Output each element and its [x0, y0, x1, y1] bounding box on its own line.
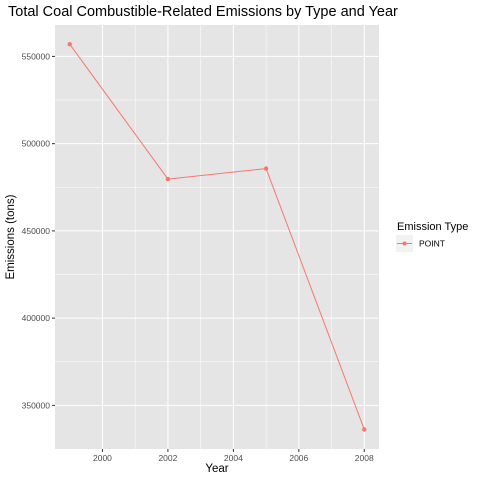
x-tick-label: 2002 — [158, 453, 177, 463]
x-tick-label: 2000 — [93, 453, 112, 463]
y-tick-label: 500000 — [22, 139, 51, 149]
y-axis-title: Emissions (tons) — [5, 194, 17, 279]
grid-minor — [55, 25, 379, 449]
x-tick-label: 2008 — [355, 453, 374, 463]
plot-panel — [55, 25, 379, 449]
data-point — [165, 176, 171, 182]
y-tick-label: 350000 — [22, 400, 51, 410]
x-tick-label: 2006 — [289, 453, 308, 463]
x-tick-label: 2004 — [224, 453, 243, 463]
series-layer — [67, 41, 367, 432]
legend: Emission Type POINT — [396, 221, 468, 252]
data-point — [362, 427, 367, 432]
legend-title: Emission Type — [397, 221, 468, 233]
x-axis-title: Year — [205, 463, 228, 475]
y-tick-label: 400000 — [22, 313, 51, 323]
legend-label-point: POINT — [419, 239, 445, 249]
chart-title: Total Coal Combustible-Related Emissions… — [8, 4, 398, 20]
data-point — [263, 166, 269, 171]
legend-key-point — [402, 241, 407, 246]
series-line — [69, 43, 365, 430]
axis-ticks: 2000 2002 2004 2006 2008 350000 400000 450000 50… — [22, 51, 374, 463]
data-point — [67, 41, 72, 47]
y-tick-label: 450000 — [22, 226, 51, 236]
y-tick-label: 550000 — [22, 51, 51, 61]
grid-major — [55, 25, 379, 449]
